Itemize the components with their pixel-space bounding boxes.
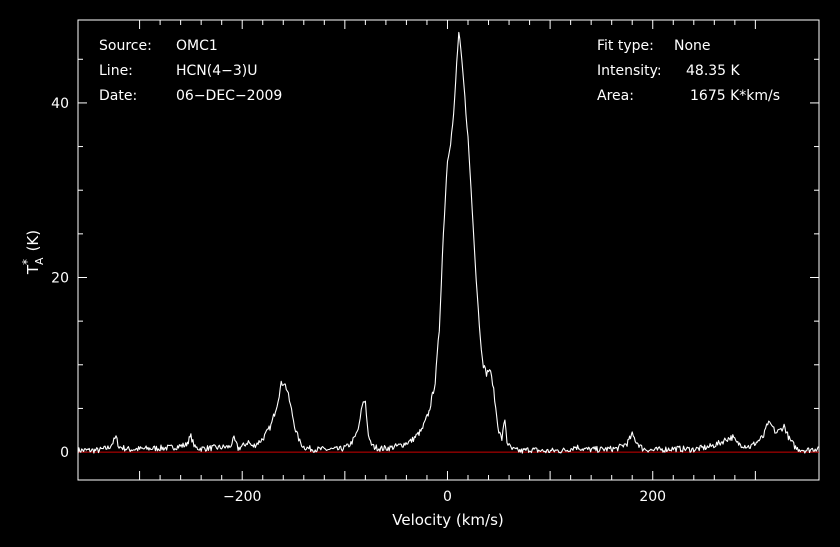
x-axis-label: Velocity (km/s) (392, 511, 503, 529)
plot-frame (77, 19, 820, 481)
annotation-label: Source: (99, 38, 152, 54)
annotation-value: None (674, 38, 711, 54)
annotation-block-left: Source: OMC1 Line: HCN(4−3)U Date: 06−DEC−200… (99, 38, 282, 104)
annotation-value: 1675 K*km/s (690, 88, 780, 104)
annotation-value: 06−DEC−2009 (176, 88, 282, 104)
annotation-value: HCN(4−3)U (176, 63, 258, 79)
x-tick-label: 0 (443, 489, 452, 505)
y-axis-label-superscript: * (20, 259, 34, 265)
annotation-value: OMC1 (176, 38, 218, 54)
annotation-label: Date: (99, 88, 137, 104)
y-axis-label-unit: (K) (24, 230, 42, 252)
y-axis-label-symbol: T (24, 264, 42, 275)
x-tick-label: 200 (639, 489, 666, 505)
annotation-value: 48.35 K (686, 63, 741, 79)
spectrum-line (77, 31, 820, 454)
x-axis-ticks: −200 0 200 (139, 20, 756, 505)
annotation-label: Area: (597, 88, 634, 104)
annotation-label: Fit type: (597, 38, 654, 54)
y-axis-ticks: 0 20 40 (51, 58, 819, 461)
annotation-block-right: Fit type: None Intensity: 48.35 K Area: 1675 … (597, 38, 780, 104)
x-tick-label: −200 (223, 489, 261, 505)
y-tick-label: 0 (60, 445, 69, 461)
y-axis-label-subscript: A (33, 257, 46, 265)
y-axis-label: T*A (K) (20, 230, 46, 275)
annotation-label: Line: (99, 63, 133, 79)
annotation-label: Intensity: (597, 63, 662, 79)
y-tick-label: 20 (51, 270, 69, 286)
y-tick-label: 40 (51, 96, 69, 112)
